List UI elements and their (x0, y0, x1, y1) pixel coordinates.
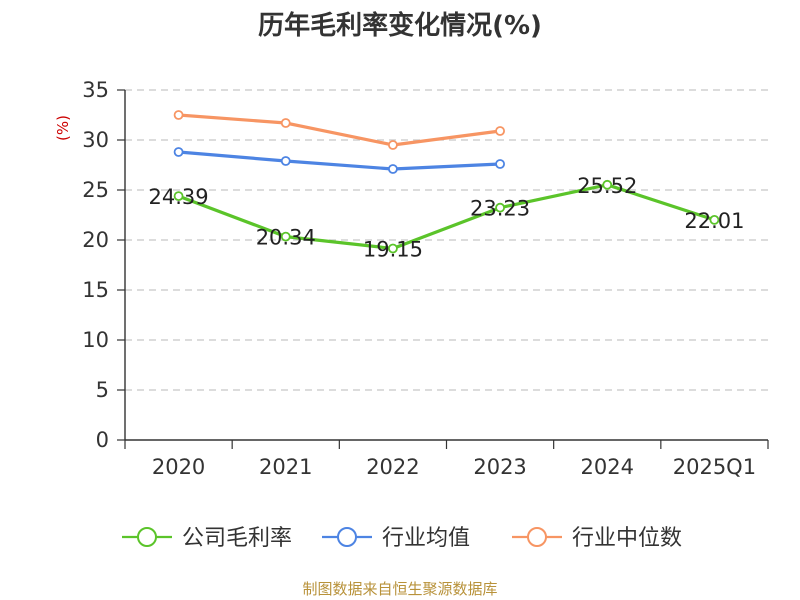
y-axis-unit-label: (%) (54, 115, 72, 141)
y-tick-label: 5 (96, 378, 109, 402)
x-tick-label: 2021 (259, 455, 312, 479)
legend-label: 行业中位数 (572, 526, 682, 551)
data-point (388, 140, 398, 150)
y-tick-label: 15 (82, 278, 109, 302)
legend: 公司毛利率 行业均值 行业中位数 (122, 526, 682, 551)
legend-marker (527, 527, 547, 547)
data-point (280, 118, 291, 128)
series-line (176, 183, 717, 251)
y-tick-label: 30 (82, 128, 109, 152)
grid-lines (125, 89, 768, 391)
data-point (495, 126, 505, 136)
chart-title: 历年毛利率变化情况(%) (258, 10, 542, 41)
data-point (709, 214, 720, 225)
y-tick-label: 0 (96, 428, 109, 452)
data-point (280, 231, 291, 242)
data-point (388, 164, 398, 174)
data-point (173, 110, 184, 120)
legend-label: 行业均值 (382, 526, 470, 551)
y-tick-label: 25 (82, 178, 109, 202)
y-tick-label: 10 (82, 328, 109, 352)
legend-marker (337, 527, 357, 547)
data-source-note: 制图数据来自恒生聚源数据库 (302, 580, 497, 598)
data-label: 25.52 (577, 174, 637, 198)
x-tick-label: 2022 (366, 455, 419, 479)
x-tick-label: 2025Q1 (673, 455, 756, 479)
y-tick-label: 20 (82, 228, 109, 252)
data-labels: 24.39 20.34 19.15 23.23 25.52 22.01 (149, 174, 745, 262)
data-point (602, 179, 613, 190)
data-label: 23.23 (470, 197, 530, 221)
data-label: 22.01 (684, 209, 744, 233)
data-point (173, 191, 184, 202)
data-point (495, 202, 505, 213)
data-point (495, 159, 505, 169)
series-line (176, 150, 502, 171)
data-label: 19.15 (363, 238, 423, 262)
x-tick-label: 2023 (473, 455, 526, 479)
data-label: 24.39 (149, 185, 209, 209)
x-tick-label: 2024 (581, 455, 634, 479)
data-point (280, 156, 291, 166)
y-tick-label: 35 (82, 78, 109, 102)
data-point (388, 243, 398, 254)
data-point (173, 147, 184, 157)
axes: 0 5 10 15 20 25 30 35 2020 2021 2022 2023 2024 2025Q1 (82, 78, 769, 479)
series-line (176, 113, 502, 147)
legend-marker (137, 527, 157, 547)
legend-label: 公司毛利率 (182, 526, 292, 551)
data-label: 20.34 (256, 226, 316, 250)
x-tick-label: 2020 (152, 455, 205, 479)
series-layer (173, 110, 720, 254)
